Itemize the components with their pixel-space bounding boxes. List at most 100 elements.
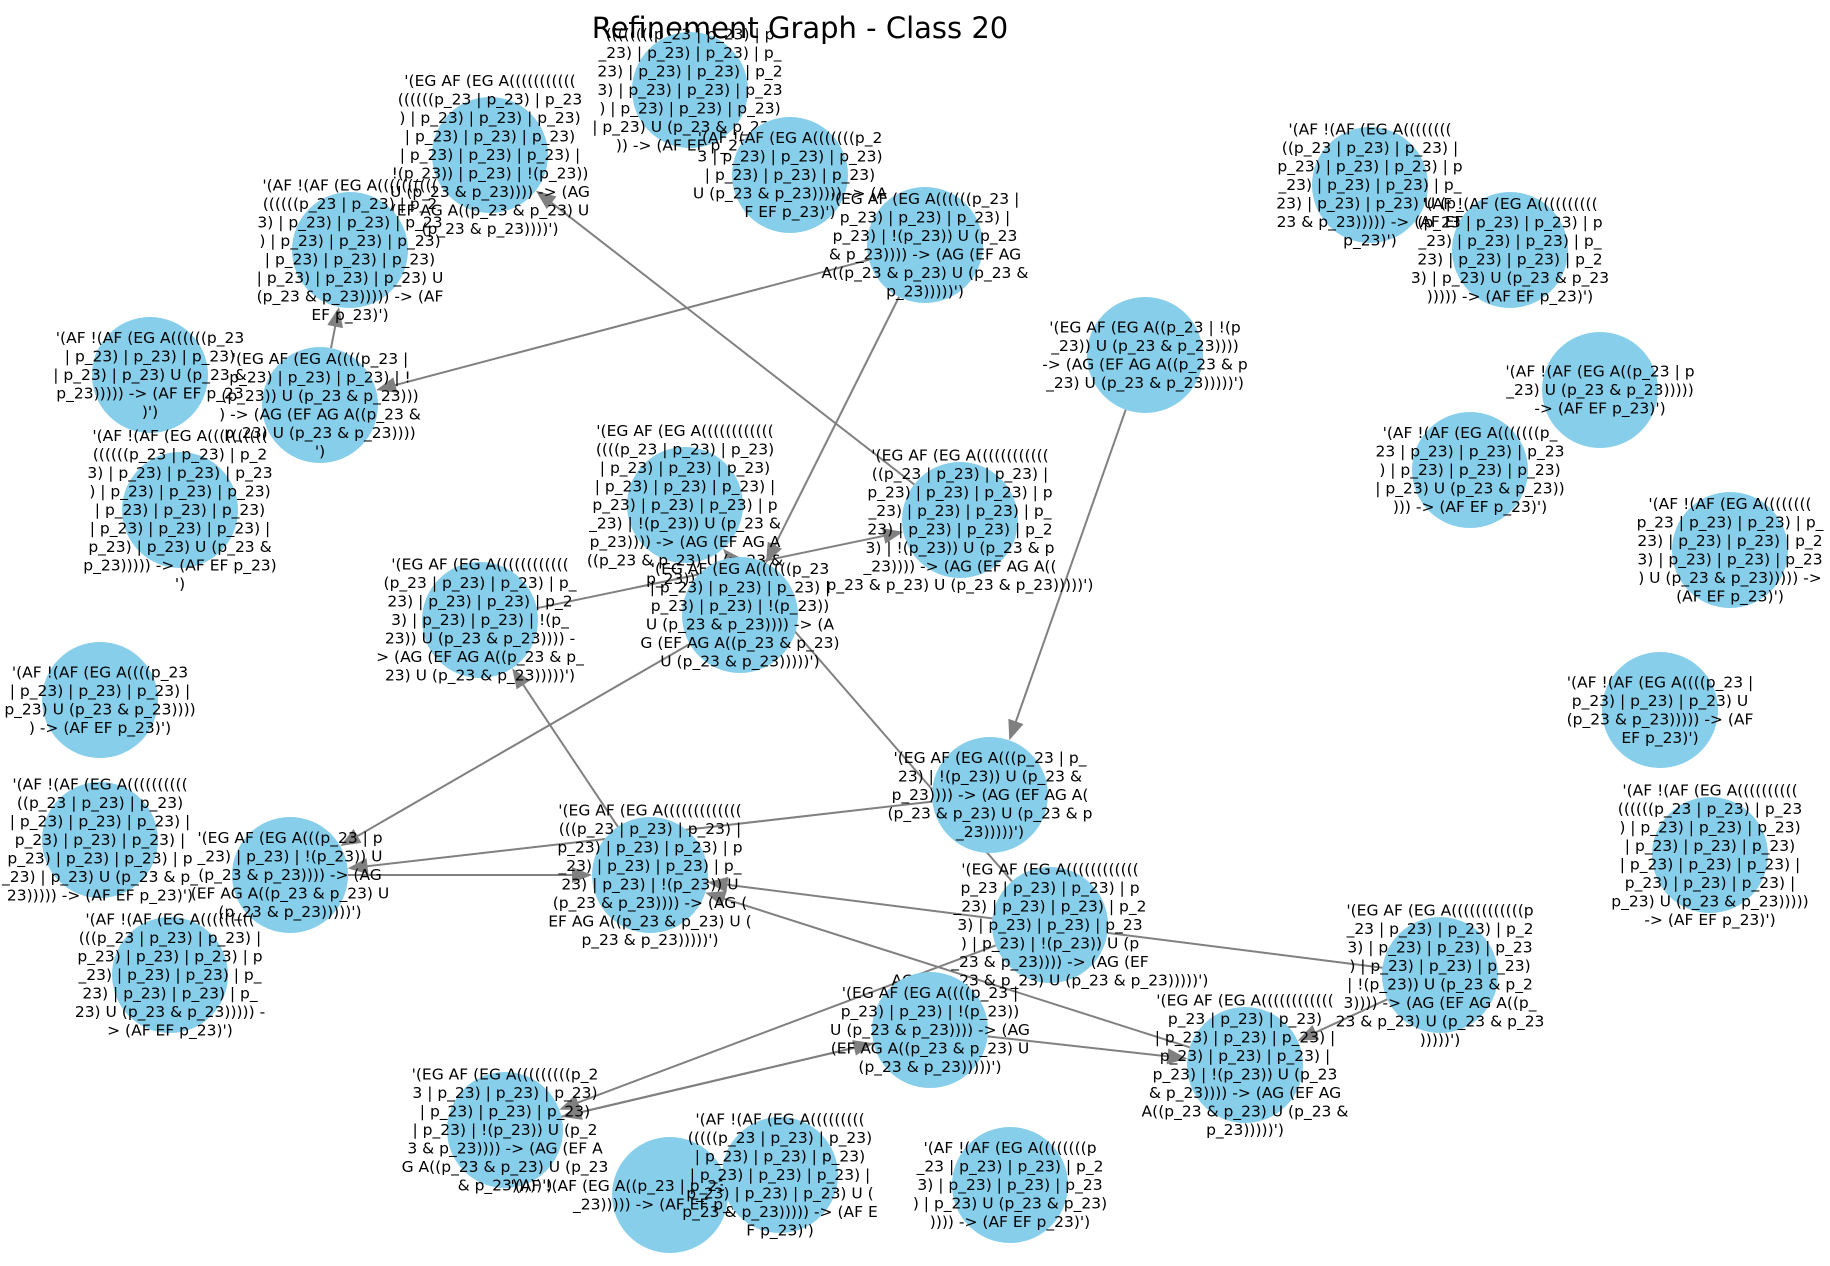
node-circle (867, 187, 983, 303)
arrowhead-n31 (559, 1095, 581, 1111)
edge-n26-to-n17 (519, 679, 619, 828)
arrowhead-n26 (572, 867, 592, 883)
node-circle (1452, 192, 1568, 308)
graph-node: '(AF !(AF (EG A((((((((((((((((p_23 | p_… (1611, 781, 1808, 930)
graph-node: '(EG AF (EG A(((((((((((((p_23 | p_23) |… (376, 556, 584, 686)
node-label: '(EG AF (EG A(((p_23 | p _23) | p_23) | !… (191, 829, 390, 922)
node-label: '(AF !(AF (EG A(((((((((((p_23 | p_23) |… (1411, 195, 1609, 307)
node-label: '(EG AF (EG A((((((((((((((p_23 | p_23) … (827, 446, 1094, 595)
node-circle (422, 562, 538, 678)
node-circle (1412, 412, 1528, 528)
node-circle (1187, 1007, 1303, 1123)
graph-node: '(AF !(AF (EG A((((p_23 | p_23) | p_23) |… (4, 642, 196, 758)
node-circle (122, 452, 238, 568)
edge-n28-to-n30 (1309, 998, 1388, 1036)
graph-node: '(EG AF (EG A((((((((((((((p_23 | p_23) … (827, 446, 1094, 595)
node-circle (1542, 332, 1658, 448)
node-circle (447, 1072, 563, 1188)
node-circle (1672, 492, 1788, 608)
node-label: '(EG AF (EG A((((((p_23 | p_23) | p_23) |… (640, 560, 839, 672)
arrowhead-n18 (765, 541, 783, 564)
graph-node: '(AF !(AF (EG A((((((((((((((((p_23 | p_… (83, 427, 276, 593)
node-circle (722, 1117, 838, 1233)
node-circle (612, 1137, 728, 1253)
graph-node: '(EG AF (EG A(((p_23 | p _23) | p_23) | !… (191, 817, 390, 933)
node-label: '(AF !(AF (EG A((((p_23 | p_23) | p_23) |… (4, 663, 195, 738)
node-circle (732, 117, 848, 233)
arrowhead-n30 (1297, 1025, 1320, 1041)
graph-node: '(AF !(AF (EG A(((((((p_23 | p_23) | p_2… (1375, 412, 1565, 528)
edge-n29-to-n30 (987, 1035, 1174, 1059)
node-circle (112, 917, 228, 1033)
graph-node: '(EG AF (EG A((((((((((((p_23 | p_23) | … (1142, 991, 1349, 1140)
graph-node: '(EG AF (EG A((((((p_23 | p_23) | p_23) |… (822, 187, 1029, 303)
graph-node: '(AF !(AF (EG A((((((p_23 | p_23) | p_23)… (53, 317, 247, 433)
node-label: '(EG AF (EG A((((((((((((p_23 | p_23) | … (892, 861, 1209, 991)
node-label: '(AF !(AF (EG A((((((((((((((((p_23 | p_… (83, 427, 276, 593)
arrowhead-n24 (340, 829, 362, 846)
node-label: '(EG AF (EG A((((((((((((p_23 | p_23) | … (1142, 991, 1349, 1140)
node-circle (432, 97, 548, 213)
graph-node: '(AF !(AF (EG A((((((((((((((((p_23 | p_… (257, 176, 444, 325)
graph-node: '(EG AF (EG A((((((((((((((((p_23 | p_23… (548, 801, 751, 950)
arrowhead-n29 (852, 1040, 874, 1056)
node-label: '(EG AF (EG A((((((p_23 | p_23) | p_23) |… (822, 190, 1029, 302)
node-label: '(EG AF (EG A(((((((((p_2 3 | p_23) | p_2… (402, 1066, 609, 1196)
graph-title: Refinement Graph - Class 20 (592, 11, 1009, 45)
node-circle (92, 317, 208, 433)
graph-node: '(AF !(AF (EG A((((((((((((p_23 | p_23) … (75, 911, 265, 1041)
node-label: '(AF !(AF (EG A(((((((p_23 | p_23) | p_2… (1375, 424, 1564, 517)
arrowhead-n21 (1008, 718, 1024, 741)
node-label: '(AF !(AF (EG A((((((((((((p_23 | p_23) … (1, 776, 198, 906)
arrowhead-n24 (347, 858, 369, 875)
node-label: ((((((((p_23 | p_23) | p _23) | p_23) | p… (592, 26, 787, 156)
arrowhead-n1 (535, 190, 557, 210)
arrowhead-n17 (512, 668, 530, 690)
arrowhead-n30 (1166, 1048, 1188, 1065)
edge-n30-to-n26 (718, 895, 1191, 1049)
node-layer: '(EG AF (EG A(((((((((((((((((p_23 | p_2… (1, 26, 1824, 1253)
graph-node: '(EG AF (EG A(((p_23 | p_ 23) | !(p_23)) … (888, 737, 1093, 853)
node-label: '(EG AF (EG A((((((((((((p_23 | p_23) | … (1336, 901, 1545, 1049)
node-label: '(AF !(AF (EG A((((((((((((((((p_23 | p_… (257, 176, 444, 325)
graph-node: '(AF !(AF (EG A((p_23 | p_23) U (p_23 & … (1505, 332, 1695, 448)
graph-node: '(EG AF (EG A(((((((((((((((((p_23 | p_2… (390, 72, 590, 239)
node-circle (42, 642, 158, 758)
node-circle (232, 817, 348, 933)
graph-node: '(EG AF (EG A((((((((((((p_23 | p_23) | … (1336, 901, 1545, 1049)
node-label: '(AF !(AF (EG A((((((((((p_23 | p_23) | … (1276, 121, 1464, 251)
node-circle (627, 447, 743, 563)
graph-node: '(EG AF (EG A((((((p_23 | p_23) | p_23) |… (640, 557, 840, 673)
node-label: '(AF !(AF (EG A((((((((((((((p_23 | p_23… (682, 1111, 878, 1241)
edge-n18-to-n24 (351, 643, 691, 840)
node-circle (592, 817, 708, 933)
node-label: '(AF !(AF (EG A((((((p_23 | p_23) | p_23)… (53, 329, 247, 421)
node-circle (292, 192, 408, 308)
node-label: '(AF !(AF (EG A((((((((((((((((p_23 | p_… (1611, 781, 1808, 930)
node-circle (1312, 127, 1428, 243)
node-circle (262, 347, 378, 463)
node-label: '(EG AF (EG A((p_23 | !(p _23)) U (p_23 &… (1042, 318, 1248, 393)
node-label: '(EG AF (EG A((((p_23 | p_23) | p_23) | p… (219, 350, 421, 461)
arrowhead-n14 (882, 528, 904, 544)
node-circle (1652, 797, 1768, 913)
node-label: '(AF !(AF (EG A((((p_23 | p_23) | p_23) |… (1567, 673, 1754, 748)
graph-node: '(AF !(AF (EG A((((p_23 | p_23) | p_23) |… (1567, 652, 1754, 768)
edge-n6-to-n10 (389, 258, 870, 388)
graph-node: '(AF !(AF (EG A((((((((p_23 | p_23) | p_… (913, 1127, 1107, 1243)
node-label: '(EG AF (EG A((((p_23 | p_23) | p_23) | !… (830, 984, 1030, 1077)
graph-node: '(EG AF (EG A(((((((((p_2 3 | p_23) | p_2… (402, 1066, 609, 1196)
graph-node: '(AF !(AF (EG A((((((((((((((p_23 | p_23… (682, 1111, 878, 1241)
node-circle (932, 737, 1048, 853)
graph-node: ((((((((p_23 | p_23) | p _23) | p_23) | p… (592, 26, 787, 156)
node-circle (992, 867, 1108, 983)
arrowhead-n5 (327, 306, 344, 329)
graph-node: '(EG AF (EG A((((p_23 | p_23) | p_23) | p… (219, 347, 421, 463)
graph-node: '(AF !(AF (EG A(((((((((((p_23 | p_23) |… (1411, 192, 1609, 308)
edge-n31-to-n29 (561, 1045, 861, 1118)
node-circle (42, 782, 158, 898)
graph-node: '(EG AF (EG A((((p_23 | p_23) | p_23) | !… (830, 972, 1030, 1088)
